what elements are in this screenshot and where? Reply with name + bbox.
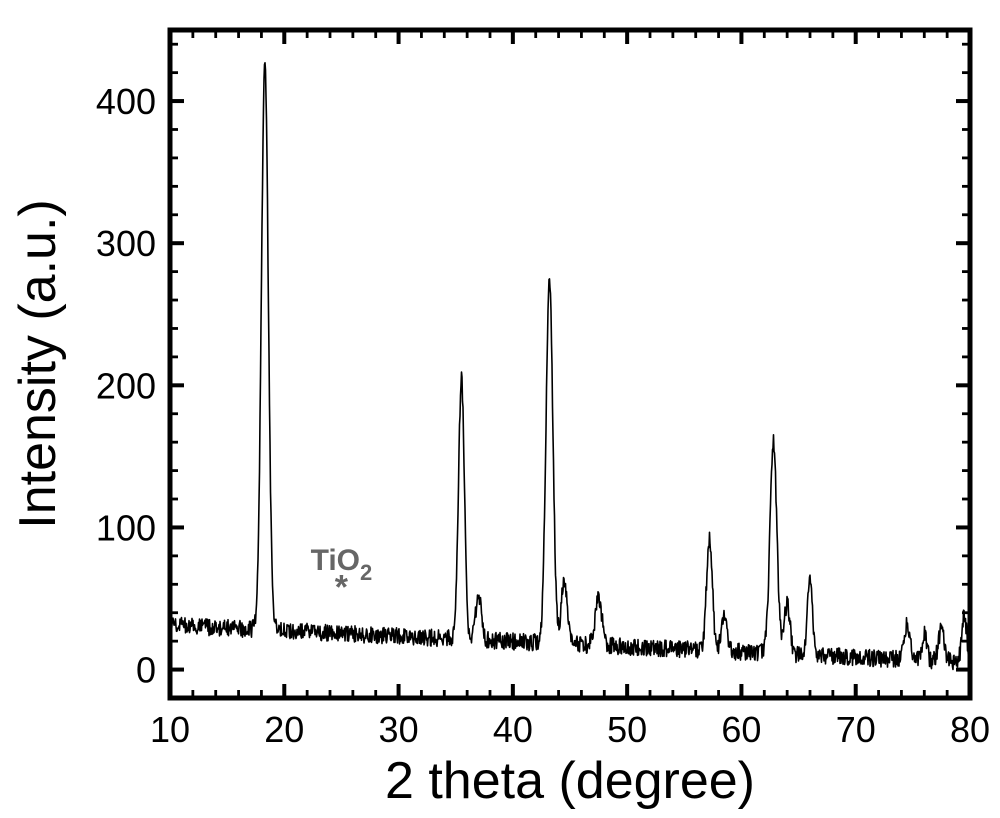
svg-text:*: * [335,569,349,607]
y-tick-label: 200 [96,365,156,406]
x-tick-label: 10 [150,709,190,750]
x-tick-label: 40 [493,709,533,750]
xrd-chart-container: 10 20 30 40 50 60 70 80 0 100 200 300 400 2 theta (de… [0,0,1000,818]
x-tick-label: 60 [721,709,761,750]
x-tick-label: 80 [950,709,990,750]
x-tick-label: 20 [264,709,304,750]
x-tick-label: 70 [836,709,876,750]
y-tick-label: 100 [96,507,156,548]
y-tick-label: 300 [96,223,156,264]
y-tick-label: 400 [96,81,156,122]
x-tick-label: 50 [607,709,647,750]
y-tick-label: 0 [136,650,156,691]
x-axis-label: 2 theta (degree) [385,752,755,810]
x-tick-label: 30 [379,709,419,750]
y-axis-label: Intensity (a.u.) [9,199,67,528]
xrd-plot: 10 20 30 40 50 60 70 80 0 100 200 300 400 2 theta (de… [0,0,1000,818]
